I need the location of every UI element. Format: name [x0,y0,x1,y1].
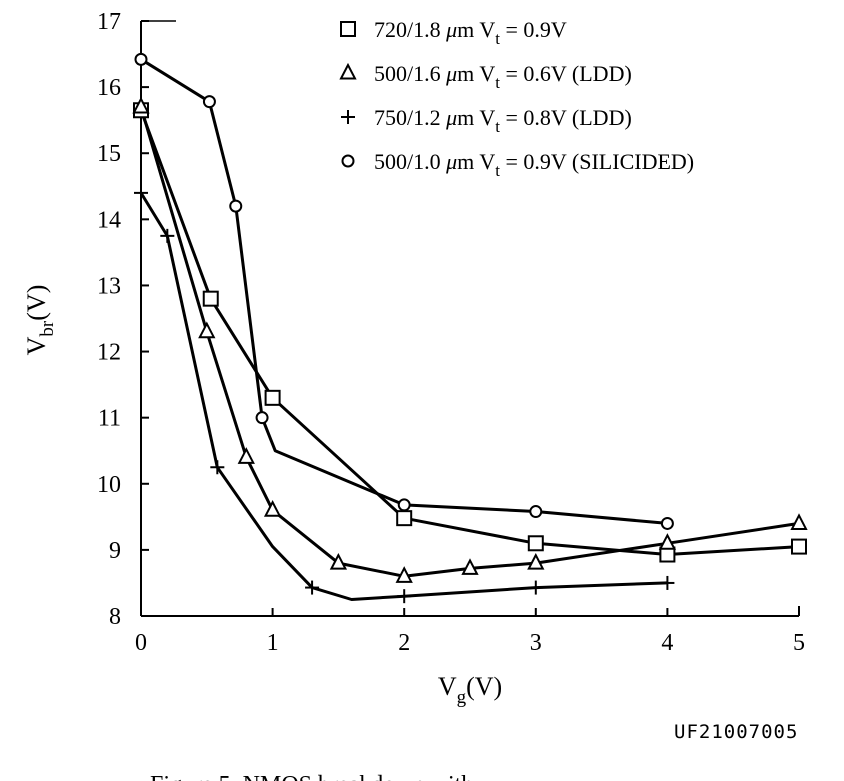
x-tick-label: 5 [793,630,805,656]
data-point-circle [134,52,148,66]
x-tick-label: 1 [267,630,279,656]
data-point-square [527,535,544,552]
data-point-triangle [527,552,545,570]
data-point-plus [660,575,675,590]
x-tick-label: 0 [135,630,147,656]
legend-marker-circle [341,154,355,168]
legend-entry: 720/1.8 μm Vt = 0.9V [374,17,567,48]
data-point-triangle [237,447,255,464]
data-point-circle [529,505,543,519]
legend-entry: 500/1.0 μm Vt = 0.9V (SILICIDED) [374,149,694,180]
data-point-square [264,389,281,406]
data-point-plus [160,228,175,243]
data-point-circle [229,199,243,213]
y-tick-label: 17 [97,9,121,35]
x-axis-title: Vg(V) [438,672,502,708]
x-tick-label: 4 [661,630,673,656]
y-tick-label: 12 [97,340,121,366]
legend-marker-triangle [339,62,357,80]
data-point-circle [255,411,269,425]
data-point-triangle [790,513,808,530]
legend-entry: 500/1.6 μm Vt = 0.6V (LDD) [374,61,632,92]
x-tick-label: 3 [530,630,542,656]
data-point-plus [397,589,412,604]
y-tick-label: 15 [97,141,121,167]
data-point-circle [660,516,674,530]
data-point-triangle [198,321,216,339]
data-point-square [396,510,413,527]
y-tick-label: 10 [97,472,121,498]
data-point-triangle [263,500,282,517]
y-tick-label: 9 [109,538,121,564]
data-point-square [202,290,219,307]
legend-marker-plus [341,110,355,124]
data-point-triangle [132,96,150,114]
data-point-plus [134,185,148,200]
series-line-square [139,109,800,556]
series-line-plus [139,192,668,601]
series-line-circle [140,58,668,525]
data-point-circle [397,498,411,512]
y-tick-label: 14 [97,207,121,233]
data-point-square [791,538,807,555]
legend-entry: 750/1.2 μm Vt = 0.8V (LDD) [374,105,632,136]
legend-marker-square [340,21,356,37]
data-point-triangle [461,558,479,575]
y-tick-label: 13 [97,273,121,299]
axis-labels: Vg(V) Vbr(V) [22,285,502,708]
series-lines [139,58,800,601]
figure-id-label: UF21007005 [674,721,798,743]
x-tick-label: 2 [398,630,410,656]
data-point-circle [202,95,216,109]
y-tick-label: 11 [98,406,121,432]
data-point-triangle [658,533,677,550]
data-point-triangle [395,566,413,583]
data-point-plus [305,580,320,595]
data-point-plus [210,460,225,475]
series-line-triangle [139,106,800,578]
y-tick-label: 8 [109,604,121,630]
series-markers [132,52,808,604]
data-point-triangle [329,552,348,570]
y-axis-title-group: Vbr(V) [22,285,58,356]
y-axis-title: Vbr(V) [22,285,58,356]
data-point-plus [528,580,543,595]
figure-caption: Figure 5. NMOS breakdown with ... [150,772,497,781]
legend: 720/1.8 μm Vt = 0.9V 500/1.6 μm Vt = 0.6V… [339,17,694,180]
y-tick-label: 16 [97,75,121,101]
